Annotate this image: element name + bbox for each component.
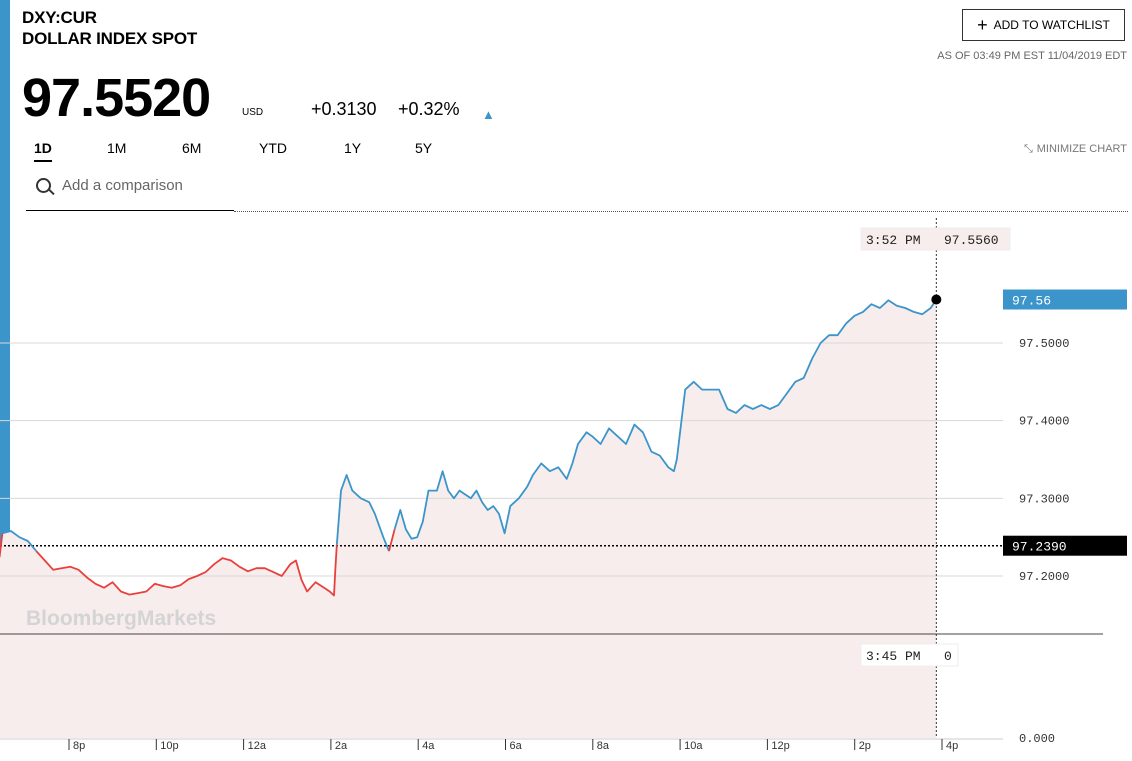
tab-1d[interactable]: 1D — [34, 140, 52, 162]
x-tick-label: 12a — [248, 740, 267, 752]
previous-close-badge — [1003, 535, 1127, 556]
comparison-input[interactable] — [60, 176, 234, 195]
tab-1m[interactable]: 1M — [107, 140, 127, 156]
currency-label: USD — [242, 107, 264, 118]
x-tick-label: 4a — [422, 740, 435, 752]
x-tick-label: 8p — [73, 740, 85, 752]
divider — [234, 211, 1128, 212]
comparison-search — [26, 170, 234, 211]
y-tick-label: 97.4000 — [1019, 415, 1069, 429]
minimize-arrows-icon: ⤡ — [1023, 143, 1033, 155]
x-tick-label: 6a — [510, 740, 523, 752]
last-price: 97.5520 — [22, 68, 211, 128]
accent-bar — [0, 0, 10, 572]
x-tick-label: 12p — [771, 740, 789, 752]
security-name: DOLLAR INDEX SPOT — [22, 29, 198, 48]
volume-time-label: 3:45 PM — [866, 649, 921, 664]
price-line-segment — [393, 299, 938, 540]
add-to-watchlist-button[interactable]: + ADD TO WATCHLIST — [962, 9, 1125, 41]
price-line-segment — [335, 474, 390, 552]
last-point-marker — [931, 294, 942, 305]
price-change-percent: +0.32% — [398, 99, 460, 119]
price-line-segment — [388, 529, 396, 552]
as-of-timestamp: AS OF 03:49 PM EST 11/04/2019 EDT — [937, 50, 1127, 62]
previous-close-label: 97.2390 — [1012, 540, 1067, 555]
y-tick-label: 97.3000 — [1019, 492, 1069, 506]
x-tick-label: 4p — [946, 740, 958, 752]
crosshair-value-label: 97.5560 — [944, 233, 999, 248]
volume-area-fill — [0, 634, 937, 738]
y-tick-label: 97.2000 — [1019, 570, 1069, 584]
y-tick-label: 97.5000 — [1019, 337, 1069, 351]
watermark-text: BloombergMarkets — [26, 607, 216, 630]
tab-ytd[interactable]: YTD — [259, 140, 287, 156]
up-triangle-icon: ▲ — [482, 107, 495, 122]
price-area-fill — [0, 299, 937, 634]
volume-value-label: 0 — [944, 649, 952, 664]
volume-crosshair-box — [860, 643, 959, 667]
x-tick-label: 2a — [335, 740, 348, 752]
tab-1y[interactable]: 1Y — [344, 140, 362, 156]
x-tick-label: 10p — [160, 740, 178, 752]
minimize-chart-button[interactable]: ⤡ MINIMIZE CHART — [1024, 143, 1127, 156]
tab-5y[interactable]: 5Y — [415, 140, 433, 156]
search-icon — [36, 178, 51, 193]
last-value-label: 97.56 — [1012, 294, 1051, 309]
crosshair-time-label: 3:52 PM — [866, 233, 921, 248]
tab-6m[interactable]: 6M — [182, 140, 202, 156]
price-line-segment — [2, 530, 37, 552]
x-tick-label: 2p — [859, 740, 871, 752]
add-to-watchlist-label: ADD TO WATCHLIST — [993, 18, 1110, 32]
price-change: +0.3130 — [311, 99, 377, 119]
last-value-badge — [1003, 289, 1127, 310]
plus-icon: + — [977, 15, 988, 35]
x-tick-label: 8a — [597, 740, 610, 752]
x-tick-label: 10a — [684, 740, 703, 752]
ticker-symbol: DXY:CUR — [22, 8, 97, 27]
minimize-chart-label: MINIMIZE CHART — [1036, 143, 1127, 155]
crosshair-price-box — [860, 227, 1011, 251]
price-line-segment — [35, 544, 338, 597]
volume-axis-label: 0.000 — [1019, 732, 1055, 746]
